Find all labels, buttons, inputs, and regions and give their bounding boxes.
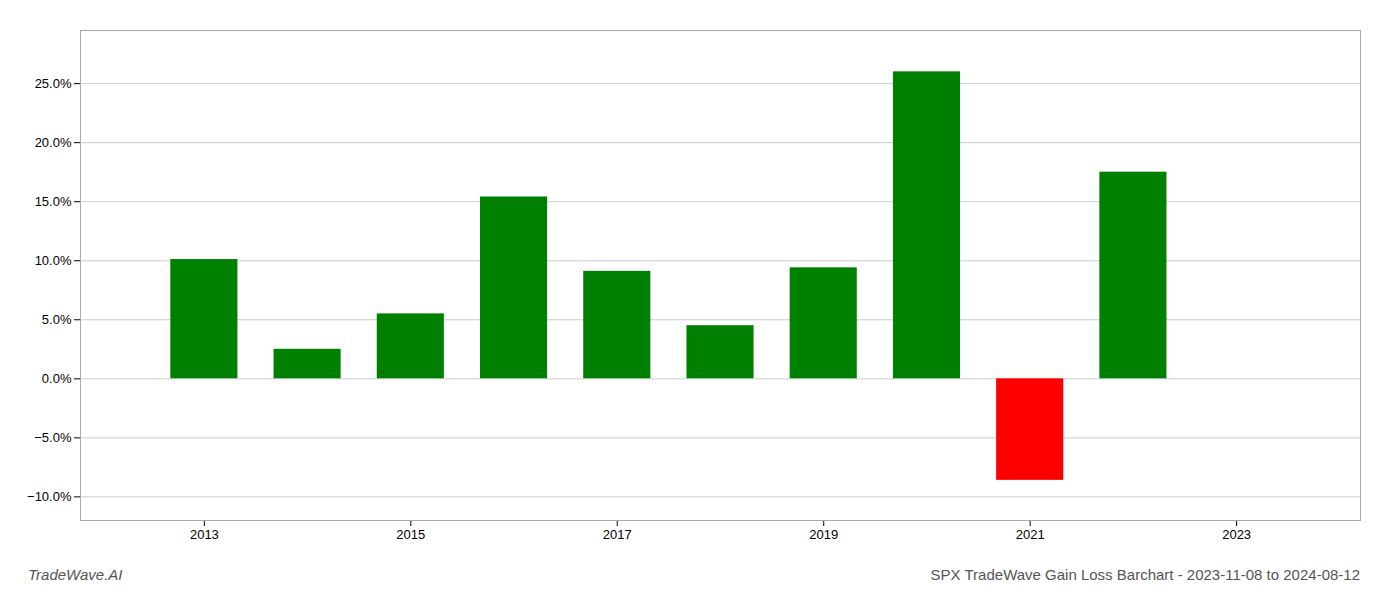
svg-text:10.0%: 10.0% (35, 253, 72, 268)
html-text:SPX TradeWave Gain Loss Barcha: SPX TradeWave Gain Loss Barchart - 2023-… (930, 566, 1360, 583)
svg-text:5.0%: 5.0% (42, 312, 72, 327)
svg-text:2021: 2021 (1016, 527, 1045, 542)
svg-text:2017: 2017 (603, 527, 632, 542)
svg-text:2013: 2013 (190, 527, 219, 542)
svg-text:15.0%: 15.0% (35, 194, 72, 209)
svg-text:2019: 2019 (809, 527, 838, 542)
svg-text:20.0%: 20.0% (35, 135, 72, 150)
svg-text:−5.0%: −5.0% (34, 430, 72, 445)
svg-text:2015: 2015 (396, 527, 425, 542)
html-text:TradeWave.AI: TradeWave.AI (28, 566, 123, 583)
svg-text:25.0%: 25.0% (35, 76, 72, 91)
svg-text:2023: 2023 (1222, 527, 1251, 542)
svg-text:0.0%: 0.0% (42, 371, 72, 386)
svg-text:−10.0%: −10.0% (27, 489, 72, 504)
